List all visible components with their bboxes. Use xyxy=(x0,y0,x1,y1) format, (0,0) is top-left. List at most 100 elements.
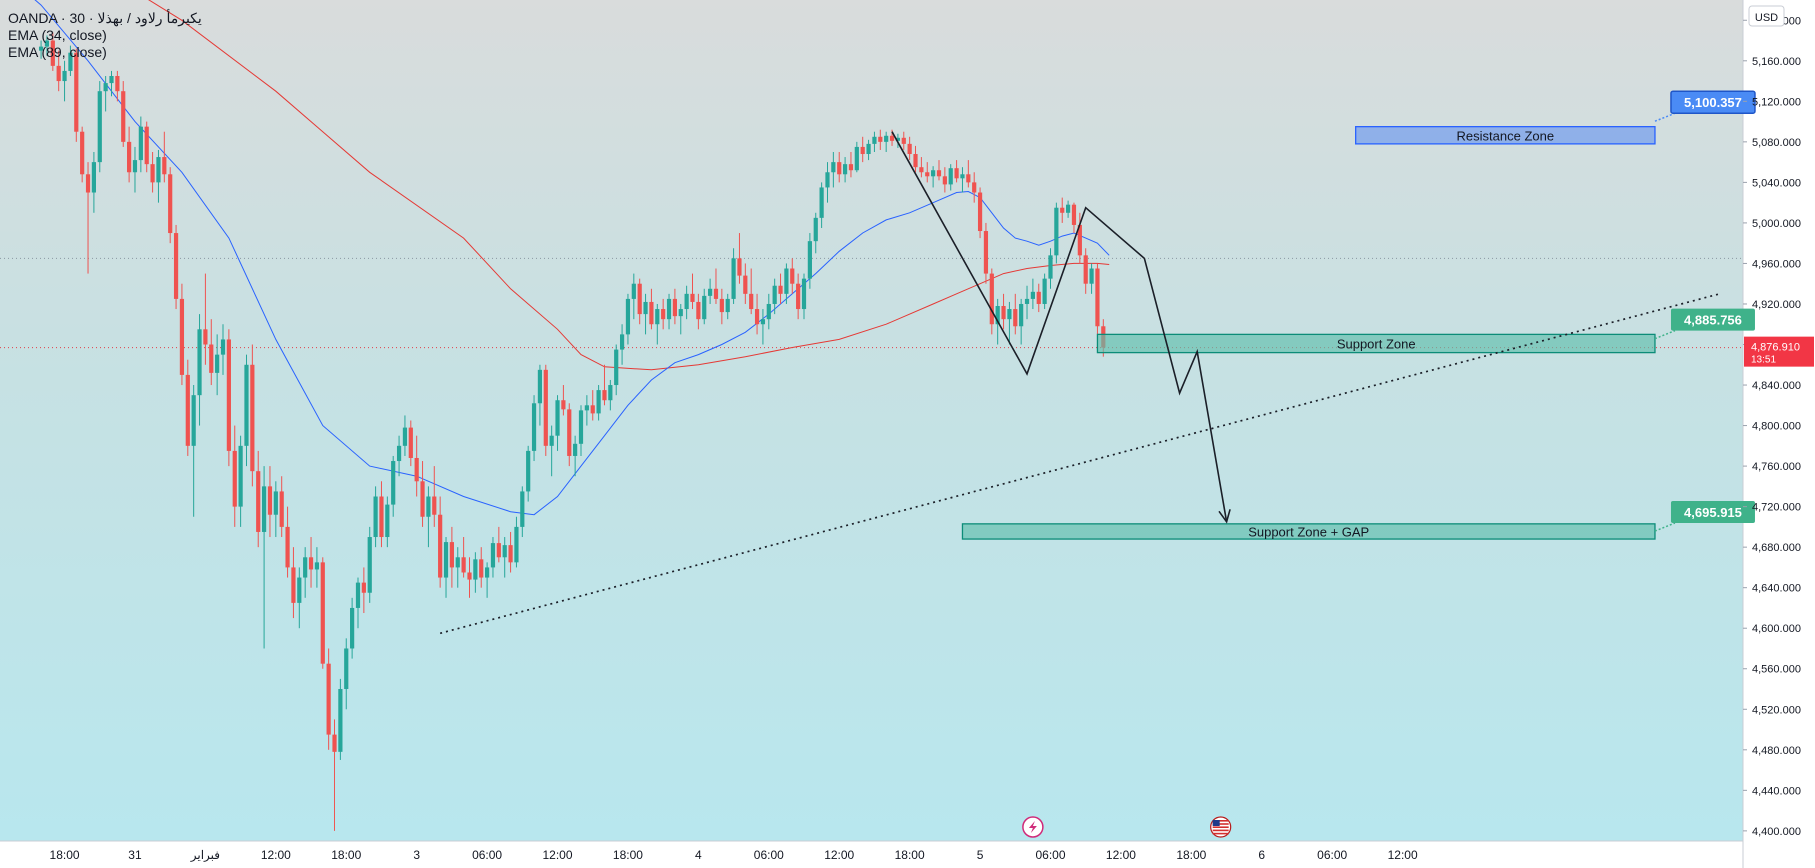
candle-body[interactable] xyxy=(74,52,79,132)
candle-body[interactable] xyxy=(303,557,308,578)
candle-body[interactable] xyxy=(801,278,807,310)
candle-body[interactable] xyxy=(314,562,320,570)
candle-body[interactable] xyxy=(1095,268,1100,327)
candle-body[interactable] xyxy=(778,285,783,294)
candle-body[interactable] xyxy=(584,405,589,411)
candle-body[interactable] xyxy=(332,734,337,752)
zone-3[interactable]: Support Zone + GAP xyxy=(961,523,1656,540)
candle-body[interactable] xyxy=(766,303,771,320)
candle-body[interactable] xyxy=(1054,207,1059,256)
candle-body[interactable] xyxy=(220,339,226,355)
candle-body[interactable] xyxy=(702,295,707,320)
candle-body[interactable] xyxy=(884,135,889,142)
candle-body[interactable] xyxy=(754,309,760,325)
candle-body[interactable] xyxy=(308,557,314,570)
candle-body[interactable] xyxy=(790,268,795,284)
candle-body[interactable] xyxy=(520,491,525,527)
candle-body[interactable] xyxy=(1030,291,1035,299)
candle-body[interactable] xyxy=(567,409,572,456)
candle-body[interactable] xyxy=(514,526,519,563)
candle-body[interactable] xyxy=(731,258,736,299)
candle-body[interactable] xyxy=(784,268,789,294)
candle-body[interactable] xyxy=(238,445,243,507)
candle-body[interactable] xyxy=(960,174,965,179)
candle-body[interactable] xyxy=(954,168,959,179)
candle-body[interactable] xyxy=(496,543,501,558)
candle-body[interactable] xyxy=(725,298,730,313)
candle-body[interactable] xyxy=(420,481,425,517)
candle-body[interactable] xyxy=(1066,204,1071,213)
candle-body[interactable] xyxy=(185,374,190,446)
candle-body[interactable] xyxy=(1036,291,1041,304)
candle-body[interactable] xyxy=(819,187,824,218)
zone-rect[interactable] xyxy=(1096,333,1656,354)
candle-body[interactable] xyxy=(807,241,812,279)
candle-body[interactable] xyxy=(203,329,208,345)
price-callout-2[interactable]: 5,100.357 xyxy=(1654,90,1756,122)
candle-body[interactable] xyxy=(602,390,607,401)
candle-body[interactable] xyxy=(38,46,44,51)
candle-body[interactable] xyxy=(44,40,50,47)
candle-body[interactable] xyxy=(197,329,202,396)
candle-body[interactable] xyxy=(1071,204,1077,225)
candle-body[interactable] xyxy=(931,170,936,177)
candle-body[interactable] xyxy=(326,663,331,735)
candle-body[interactable] xyxy=(449,542,454,568)
candle-body[interactable] xyxy=(132,160,138,173)
candle-body[interactable] xyxy=(68,52,73,71)
candle-body[interactable] xyxy=(391,461,396,505)
candle-body[interactable] xyxy=(625,298,631,335)
candle-body[interactable] xyxy=(168,174,173,234)
candle-body[interactable] xyxy=(831,162,836,173)
candle-body[interactable] xyxy=(426,496,431,517)
candle-body[interactable] xyxy=(1048,255,1053,279)
candle-body[interactable] xyxy=(250,364,255,472)
candle-body[interactable] xyxy=(279,491,284,527)
candle-body[interactable] xyxy=(209,344,214,373)
candle-body[interactable] xyxy=(936,170,942,177)
candle-body[interactable] xyxy=(109,75,114,84)
candle-body[interactable] xyxy=(661,309,666,320)
candle-body[interactable] xyxy=(91,162,96,193)
candle-body[interactable] xyxy=(344,648,349,690)
candle-body[interactable] xyxy=(350,607,355,649)
candle-body[interactable] xyxy=(1042,278,1047,304)
candle-body[interactable] xyxy=(256,471,261,532)
candle-body[interactable] xyxy=(561,400,566,410)
candle-body[interactable] xyxy=(690,293,695,302)
candle-body[interactable] xyxy=(872,136,877,144)
callout-box[interactable] xyxy=(1670,308,1755,331)
candle-body[interactable] xyxy=(878,136,883,142)
candle-body[interactable] xyxy=(578,410,584,444)
candle-body[interactable] xyxy=(367,537,372,593)
candle-body[interactable] xyxy=(743,275,748,294)
candle-body[interactable] xyxy=(1060,207,1065,213)
candle-body[interactable] xyxy=(719,298,724,313)
candle-body[interactable] xyxy=(162,157,167,175)
candle-body[interactable] xyxy=(913,154,918,168)
candle-body[interactable] xyxy=(385,504,390,538)
candle-body[interactable] xyxy=(291,567,296,603)
candle-body[interactable] xyxy=(977,192,983,232)
candle-body[interactable] xyxy=(1013,309,1018,327)
candle-body[interactable] xyxy=(737,258,742,276)
candle-body[interactable] xyxy=(555,400,560,436)
candle-body[interactable] xyxy=(115,75,120,92)
candle-body[interactable] xyxy=(173,233,179,299)
candle-body[interactable] xyxy=(684,293,689,310)
candle-body[interactable] xyxy=(455,557,460,568)
candle-body[interactable] xyxy=(672,298,677,317)
candle-body[interactable] xyxy=(972,182,977,193)
price-callout-3[interactable]: 4,695.915 xyxy=(1654,501,1755,532)
candle-body[interactable] xyxy=(473,559,478,580)
candle-body[interactable] xyxy=(907,143,912,155)
candle-body[interactable] xyxy=(649,301,654,325)
callout-box[interactable] xyxy=(1670,501,1755,524)
candle-body[interactable] xyxy=(837,162,842,175)
candle-body[interactable] xyxy=(655,309,660,325)
candle-body[interactable] xyxy=(813,217,818,242)
candle-body[interactable] xyxy=(138,126,143,161)
candle-body[interactable] xyxy=(995,306,1000,325)
candle-body[interactable] xyxy=(549,435,554,446)
